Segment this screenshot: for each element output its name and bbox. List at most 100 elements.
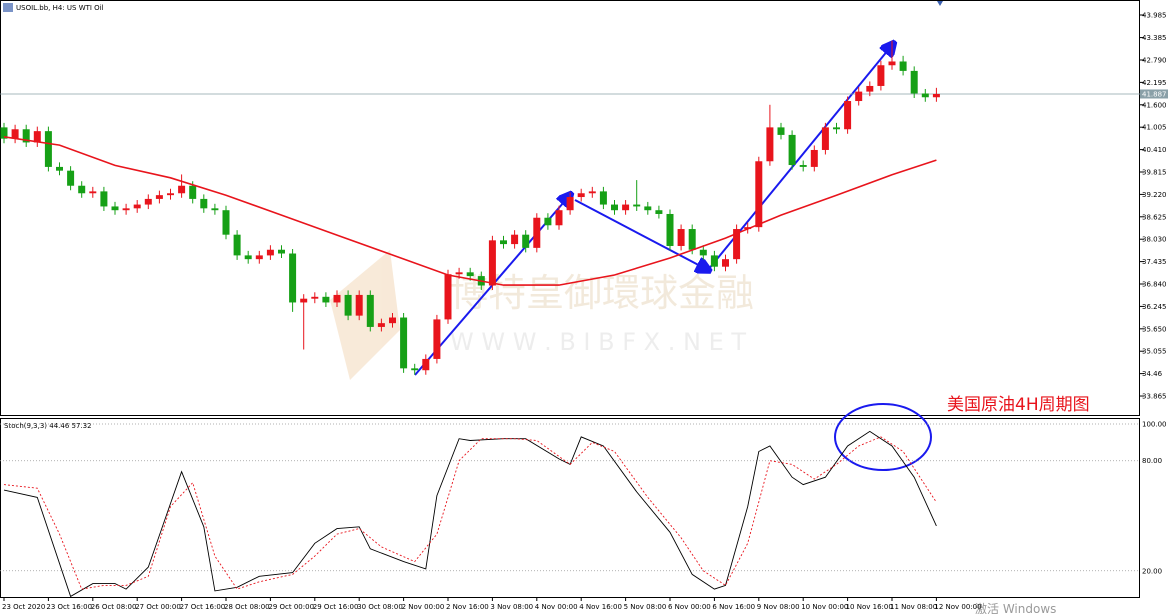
candle-body — [488, 240, 496, 286]
candle-body — [755, 161, 763, 228]
candle-body — [566, 197, 574, 211]
candle-body — [0, 127, 8, 139]
y-tick-label: 39.815 — [1142, 168, 1167, 176]
candle-body — [655, 210, 663, 214]
candle-body — [633, 204, 641, 207]
x-tick-label: 23 Oct 16:00 — [46, 603, 92, 611]
candle-body — [366, 294, 374, 327]
candle-body — [144, 198, 152, 205]
candle-body — [333, 294, 341, 303]
x-tick-label: 9 Nov 08:00 — [757, 603, 800, 611]
candle-body — [666, 213, 674, 246]
symbol-icon — [3, 3, 13, 12]
x-tick-label: 2 Nov 16:00 — [446, 603, 489, 611]
x-tick-label: 6 Nov 16:00 — [712, 603, 755, 611]
stoch-title: Stoch(9,3,3) 44.46 57.32 — [4, 422, 92, 430]
y-tick-label: 40.410 — [1142, 146, 1167, 154]
candle-body — [56, 166, 63, 171]
candle-body — [311, 296, 319, 299]
candle-body — [855, 91, 863, 102]
candle-body — [266, 249, 274, 256]
candle-body — [289, 253, 297, 303]
y-tick-label: 36.245 — [1142, 303, 1167, 311]
candle-body — [244, 255, 252, 260]
moving-average — [3, 136, 937, 286]
candle-body — [222, 210, 230, 235]
x-tick-label: 12 Nov 00:00 — [934, 603, 981, 611]
candle-body — [389, 317, 396, 324]
x-tick-label: 29 Oct 00:00 — [268, 603, 314, 611]
y-tick-label: 39.220 — [1142, 191, 1167, 199]
candle-body — [688, 229, 696, 250]
candle-body — [178, 185, 186, 194]
candle-body — [910, 70, 918, 94]
candle-body — [155, 195, 163, 199]
trend-arrow — [574, 199, 708, 270]
candle-body — [355, 294, 363, 316]
y-tick-label: 20.00 — [1142, 567, 1162, 575]
candle-body — [455, 272, 463, 275]
y-tick-label: 42.195 — [1142, 79, 1167, 87]
candle-body — [899, 61, 907, 71]
x-tick-label: 4 Nov 16:00 — [579, 603, 622, 611]
candle-body — [533, 217, 541, 248]
candle-body — [67, 170, 75, 186]
candle-body — [344, 294, 352, 316]
x-tick-label: 29 Oct 16:00 — [313, 603, 359, 611]
y-tick-label: 41.005 — [1142, 124, 1167, 132]
candle-body — [189, 185, 197, 199]
x-tick-label: 27 Oct 00:00 — [135, 603, 181, 611]
candle-body — [22, 129, 30, 143]
y-tick-label: 43.385 — [1142, 34, 1167, 42]
x-tick-label: 27 Oct 16:00 — [180, 603, 226, 611]
candle-body — [699, 249, 707, 256]
system-watermark: 激活 Windows — [975, 602, 1056, 614]
candle-body — [133, 204, 141, 209]
candle-body — [522, 234, 530, 248]
x-tick-label: 28 Oct 08:00 — [224, 603, 270, 611]
candle-body — [644, 206, 652, 211]
candle-body — [322, 296, 330, 303]
candle-body — [167, 193, 174, 196]
candle-body — [788, 134, 796, 166]
candle-body — [810, 149, 818, 167]
y-tick-label: 80.00 — [1142, 457, 1162, 465]
candle-body — [33, 131, 41, 143]
y-tick-label: 34.46 — [1142, 370, 1163, 378]
candle-body — [722, 259, 729, 267]
y-tick-label: 36.840 — [1142, 281, 1167, 289]
y-tick-label: 38.030 — [1142, 236, 1167, 244]
x-tick-label: 10 Nov 00:00 — [801, 603, 848, 611]
candle-body — [677, 229, 685, 246]
candle-body — [78, 185, 86, 194]
candle-body — [200, 198, 208, 209]
highlight-ellipse — [834, 403, 932, 471]
x-tick-label: 26 Oct 08:00 — [91, 603, 137, 611]
candle-body — [544, 217, 552, 226]
watermark-text: 博特皇御環球金融 — [450, 271, 754, 315]
stoch-line — [3, 436, 937, 590]
candle-body — [422, 358, 430, 371]
candle-body — [411, 368, 419, 371]
candle-body — [511, 234, 519, 245]
x-tick-label: 10 Nov 16:00 — [846, 603, 893, 611]
candle-body — [588, 191, 596, 194]
candle-body — [555, 210, 563, 226]
watermark: 博特皇御環球金融 W W W . B I B F X . N E T — [330, 250, 754, 380]
candle-body — [611, 204, 618, 211]
candle-body — [211, 208, 219, 211]
candle-body — [233, 234, 241, 256]
y-tick-label: 100.00 — [1142, 421, 1167, 429]
watermark-logo — [330, 250, 400, 380]
candle-body — [733, 229, 741, 260]
x-tick-label: 30 Oct 08:00 — [357, 603, 403, 611]
x-tick-label: 11 Nov 08:00 — [890, 603, 937, 611]
candle-body — [844, 101, 852, 130]
x-tick-label: 23 Oct 2020 — [2, 603, 45, 611]
candle-body — [921, 93, 929, 98]
candle-body — [11, 129, 19, 139]
current-price-tag — [1140, 89, 1168, 99]
candle-body — [833, 127, 840, 130]
candle-body — [433, 319, 441, 359]
